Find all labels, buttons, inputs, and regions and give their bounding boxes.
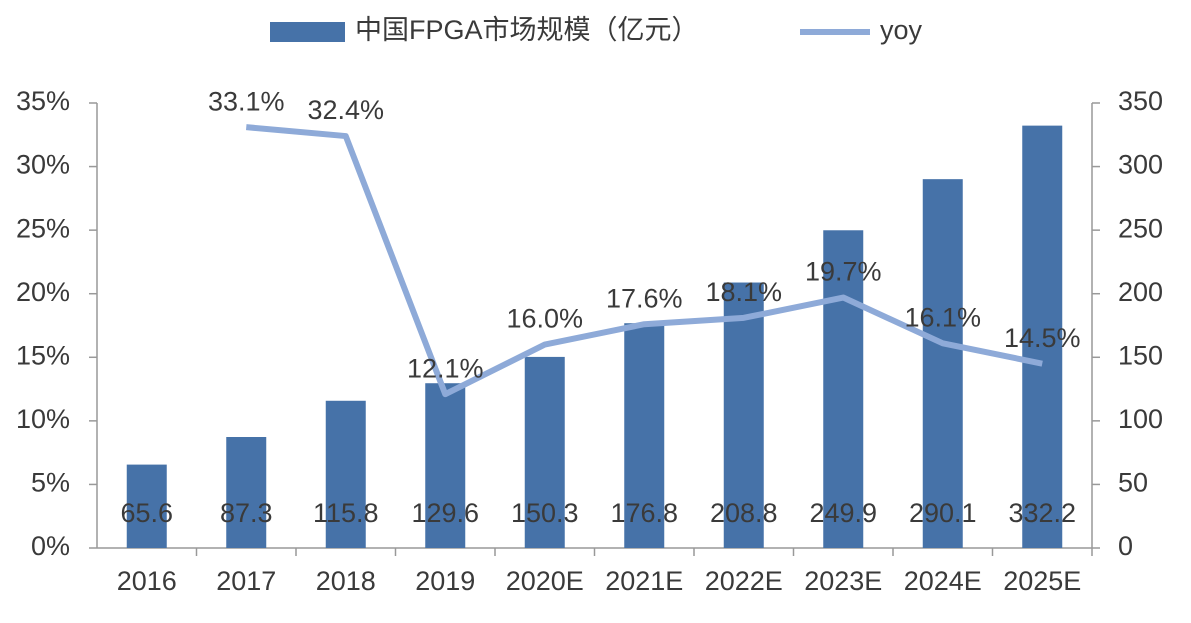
- bar-value-label: 176.8: [610, 498, 678, 528]
- bar: [1022, 125, 1063, 548]
- x-tick-label: 2025E: [1003, 566, 1081, 596]
- y2-tick-label: 50: [1118, 468, 1148, 498]
- bar-value-label: 208.8: [710, 498, 778, 528]
- y-tick-label: 0%: [31, 531, 70, 561]
- bar: [922, 179, 963, 548]
- y2-tick-label: 150: [1118, 340, 1163, 370]
- bar: [723, 282, 764, 548]
- x-tick-label: 2021E: [605, 566, 683, 596]
- line-value-label: 16.0%: [506, 304, 583, 334]
- line: [245, 124, 1043, 398]
- bar: [823, 230, 864, 548]
- line-value-label: 33.1%: [208, 86, 285, 116]
- y2-tick-label: 0: [1118, 531, 1133, 561]
- y2-tick-label: 350: [1118, 86, 1163, 116]
- line-value-label: 16.1%: [904, 302, 981, 332]
- bar: [425, 383, 466, 548]
- bar-value-label: 115.8: [313, 498, 379, 528]
- bar-value-label: 290.1: [909, 498, 977, 528]
- x-tick-label: 2019: [415, 566, 475, 596]
- line-value-label: 12.1%: [407, 353, 484, 383]
- x-tick-label: 2020E: [506, 566, 584, 596]
- line-value-label: 32.4%: [307, 95, 384, 125]
- bar-value-label: 65.6: [120, 498, 173, 528]
- legend-label: yoy: [880, 15, 923, 45]
- y-tick-label: 30%: [16, 150, 70, 180]
- y-tick-label: 35%: [16, 86, 70, 116]
- y2-tick-label: 250: [1118, 213, 1163, 243]
- x-tick-label: 2024E: [904, 566, 982, 596]
- legend-label: 中国FPGA市场规模（亿元）: [355, 15, 699, 45]
- x-tick-label: 2023E: [804, 566, 882, 596]
- bar: [325, 400, 366, 548]
- bar: [624, 323, 665, 548]
- y-tick-label: 10%: [16, 404, 70, 434]
- bar: [226, 437, 267, 548]
- x-tick-label: 2018: [316, 566, 376, 596]
- line-value-label: 18.1%: [705, 277, 782, 307]
- line-value-label: 19.7%: [805, 257, 882, 287]
- y2-tick-label: 300: [1118, 150, 1163, 180]
- bar-value-label: 129.6: [411, 498, 479, 528]
- bar-value-label: 249.9: [809, 498, 877, 528]
- line-value-label: 17.6%: [606, 283, 683, 313]
- bar-value-label: 87.3: [220, 498, 273, 528]
- y-tick-label: 25%: [16, 213, 70, 243]
- y-tick-label: 20%: [16, 277, 70, 307]
- x-tick-label: 2016: [117, 566, 177, 596]
- bar: [524, 356, 565, 548]
- bar-value-label: 332.2: [1008, 498, 1076, 528]
- y-tick-label: 5%: [31, 468, 70, 498]
- bar: [126, 464, 167, 548]
- legend-swatch: [270, 22, 345, 42]
- line-value-label: 14.5%: [1004, 323, 1081, 353]
- y-tick-label: 15%: [16, 340, 70, 370]
- y2-tick-label: 100: [1118, 404, 1163, 434]
- x-tick-label: 2022E: [705, 566, 783, 596]
- bar-value-label: 150.3: [511, 498, 579, 528]
- x-tick-label: 2017: [216, 566, 276, 596]
- y2-tick-label: 200: [1118, 277, 1163, 307]
